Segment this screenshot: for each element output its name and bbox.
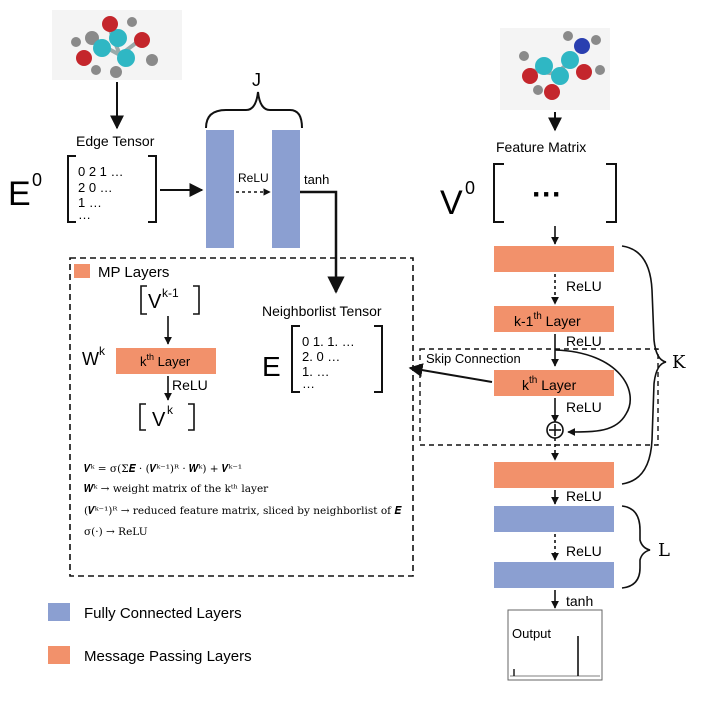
- edge-bracket-left: [67, 155, 76, 223]
- skip-connection-box: [419, 348, 659, 446]
- nl-row-1: 0 1. 1. …: [302, 334, 355, 349]
- fc-layer-top-2: [272, 130, 300, 248]
- k-layer-pre: k: [522, 377, 530, 393]
- edge-row-3: 1 …: [78, 195, 102, 210]
- mp-layers-label: MP Layers: [98, 264, 169, 281]
- feature-dots: ···: [532, 178, 562, 211]
- fc-layer-top-1: [206, 130, 234, 248]
- relu-right-5: ReLU: [566, 543, 602, 559]
- molecule-icon-left: [52, 10, 182, 80]
- v0-superscript: 0: [465, 178, 475, 198]
- equation-2: 𝑾ᵏ → weight matrix of the kᵗʰ layer: [84, 483, 269, 495]
- e0-symbol: E: [8, 175, 31, 213]
- nl-row-2: 2. 0 …: [302, 349, 340, 364]
- mp-kth-post: Layer: [154, 354, 191, 369]
- mp-kth-sup: th: [147, 352, 155, 362]
- relu-top: ReLU: [238, 171, 269, 185]
- skip-connection-label: Skip Connection: [426, 351, 521, 366]
- equation-4: σ(·) → ReLU: [84, 526, 148, 538]
- k-layer-sup: th: [529, 375, 537, 386]
- mp-layer-1: [494, 246, 614, 272]
- legend-fc-label: Fully Connected Layers: [84, 605, 242, 622]
- e-symbol: E: [262, 351, 281, 382]
- arrow-layer-to-neighborlist: [408, 363, 493, 383]
- fc-layer-right-1: [494, 506, 614, 532]
- mp-kth-pre: k: [140, 354, 147, 369]
- molecule-icon-right: [500, 28, 610, 110]
- edge-tensor-label: Edge Tensor: [76, 133, 155, 149]
- svg-text:kth Layer: kth Layer: [522, 375, 577, 393]
- edge-row-2: 2 0 …: [78, 180, 113, 195]
- equation-1: 𝑽ᵏ = σ(Σ𝑬 · (𝑽ᵏ⁻¹)ᴿ · 𝑾ᵏ) + 𝑽ᵏ⁻¹: [84, 463, 242, 475]
- nl-row-4: …: [302, 376, 315, 391]
- equation-3: (𝑽ᵏ⁻¹)ᴿ → reduced feature matrix, sliced…: [84, 505, 402, 517]
- mp-relu: ReLU: [172, 377, 208, 393]
- edge-row-1: 0 2 1 …: [78, 164, 124, 179]
- arrow-fc-to-neighborlist: [300, 190, 345, 294]
- edge-row-4: …: [78, 207, 91, 222]
- svg-text:kth Layer: kth Layer: [140, 352, 191, 369]
- vk-superscript: k: [167, 403, 174, 417]
- tanh-right: tanh: [566, 593, 593, 609]
- vk1-superscript: k-1: [162, 286, 179, 300]
- edge-bracket-right: [148, 155, 157, 223]
- vk-symbol: V: [152, 409, 166, 431]
- brace-j: [205, 91, 303, 129]
- k1-layer-post: Layer: [542, 313, 581, 329]
- mp-kth-layer: [116, 348, 216, 374]
- e0-superscript: 0: [32, 170, 42, 190]
- plus-circle-icon: [546, 421, 564, 439]
- relu-right-4: ReLU: [566, 488, 602, 504]
- wk-symbol: W: [82, 349, 99, 369]
- mp-layer-k-1: [494, 306, 614, 332]
- brace-k: [621, 245, 667, 485]
- legend-mp-label: Message Passing Layers: [84, 648, 252, 665]
- neighborlist-label: Neighborlist Tensor: [262, 303, 382, 319]
- v0-symbol: V: [440, 184, 463, 222]
- nl-row-3: 1. …: [302, 364, 329, 379]
- l-label: L: [658, 540, 670, 561]
- output-label: Output: [512, 626, 551, 641]
- k-label: K: [672, 352, 686, 373]
- output-plot: Output: [507, 609, 603, 681]
- vk1-symbol: V: [148, 291, 162, 313]
- k-layer-post: Layer: [537, 377, 576, 393]
- legend-fc-swatch: [48, 603, 70, 621]
- mp-layer-last: [494, 462, 614, 488]
- k1-layer-sup: th: [533, 311, 541, 322]
- svg-text:k-1th Layer: k-1th Layer: [514, 311, 581, 329]
- relu-right-1: ReLU: [566, 278, 602, 294]
- brace-l: [621, 505, 651, 589]
- relu-right-3: ReLU: [566, 399, 602, 415]
- wk-superscript: k: [99, 344, 106, 358]
- relu-right-2: ReLU: [566, 333, 602, 349]
- mp-layer-k: [494, 370, 614, 396]
- legend-mp-swatch: [48, 646, 70, 664]
- j-label: J: [252, 70, 261, 90]
- skip-arrow: [554, 349, 631, 436]
- feature-matrix-label: Feature Matrix: [496, 139, 586, 155]
- fc-layer-right-2: [494, 562, 614, 588]
- tanh-top: tanh: [304, 172, 329, 187]
- mp-legend-swatch: [74, 264, 90, 278]
- k1-layer-pre: k-1: [514, 313, 534, 329]
- mp-layers-box: [69, 257, 414, 577]
